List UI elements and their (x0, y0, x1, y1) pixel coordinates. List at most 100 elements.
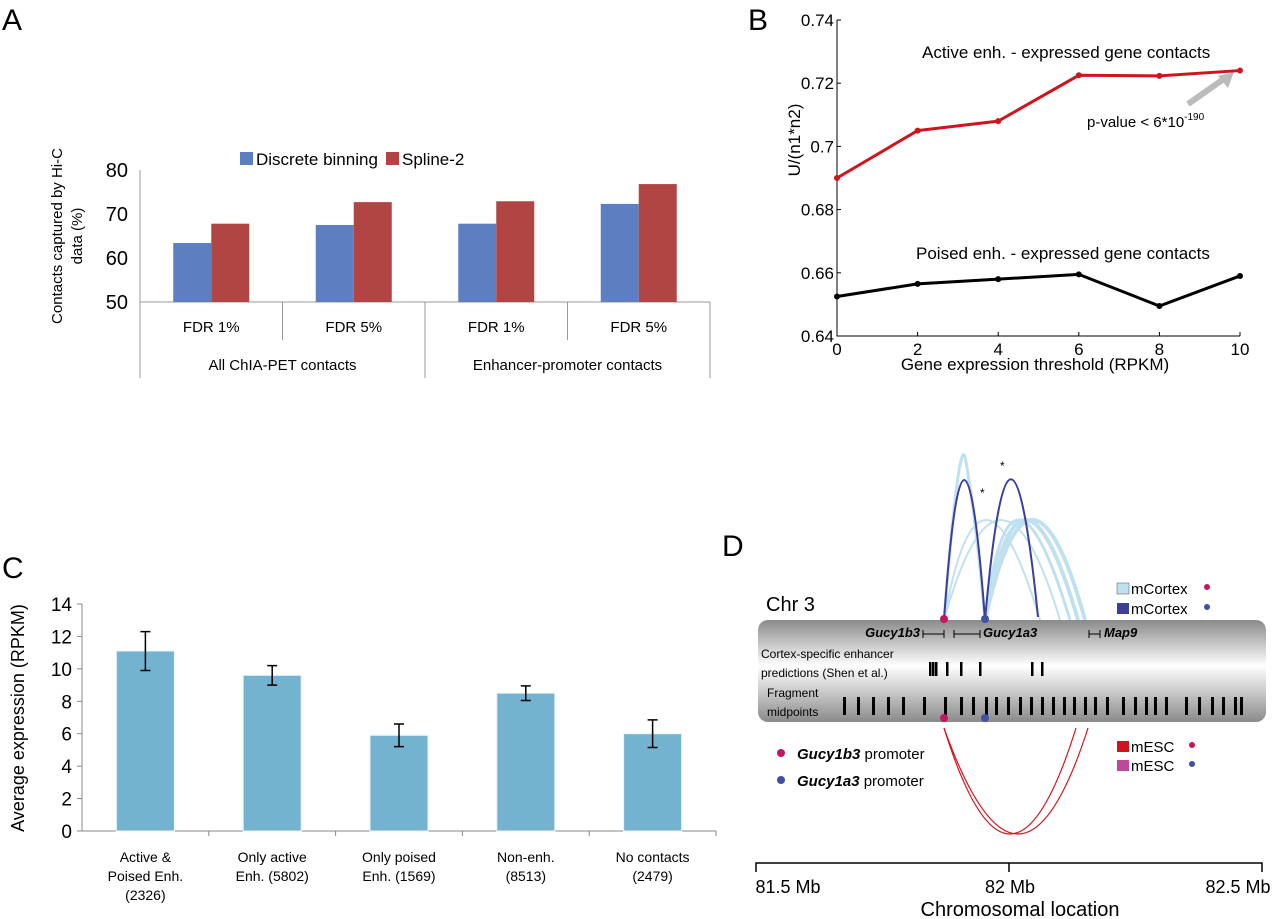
fragment-mark (1185, 697, 1188, 715)
legend-label-mcortex-2: mCortex (1131, 601, 1188, 618)
gucy1b3-promoter-icon (1204, 584, 1210, 590)
y-tick-label: 0.64 (801, 327, 834, 346)
fragment-mark (985, 697, 988, 715)
chromosome-label: Chr 3 (766, 594, 815, 616)
y-tick-label: 60 (106, 248, 128, 270)
data-point (1075, 72, 1082, 79)
fragment-mark (1094, 697, 1097, 715)
bar-discrete (600, 203, 639, 302)
error-bar (520, 685, 531, 702)
y-tick-label: 14 (51, 595, 73, 616)
gucy1b3-promoter-icon (1189, 742, 1195, 748)
fragment-mark (1030, 697, 1033, 715)
track-label-enhancers-1: Cortex-specific enhancer (761, 647, 894, 661)
asterisk-marker: * (1000, 459, 1005, 473)
series-label-active: Active enh. - expressed gene contacts (922, 43, 1210, 62)
fragment-mark (1052, 697, 1055, 715)
data-point (995, 118, 1002, 125)
series-label-poised: Poised enh. - expressed gene contacts (916, 244, 1210, 263)
panel-label-d: D (722, 530, 744, 563)
y-tick-label: 0 (61, 822, 72, 843)
y-tick-label: 80 (106, 160, 128, 182)
fragment-marks (843, 697, 1243, 715)
x-tick-label: Only poised (362, 849, 436, 865)
bar-spline (353, 202, 392, 302)
y-tick-label: 0.72 (801, 74, 834, 93)
x-tick-label: (8513) (506, 868, 546, 884)
x-tick-label: FDR 5% (610, 319, 667, 336)
y-tick-label: 70 (106, 204, 128, 226)
y-axis-label: Average expression (RPKM) (8, 604, 28, 832)
bar-spline (638, 184, 677, 302)
fragment-mark (960, 697, 963, 715)
x-tick-label: FDR 1% (468, 319, 525, 336)
panel-label-a: A (2, 4, 22, 37)
legend-label-discrete: Discrete binning (256, 150, 378, 169)
panel-a-chart: Discrete binning Spline-2 Contacts captu… (49, 148, 711, 378)
bar (242, 674, 302, 832)
y-tick-label: 8 (61, 692, 72, 713)
arrow-head-icon (1218, 72, 1234, 88)
fragment-mark (995, 697, 998, 715)
fragment-mark (887, 697, 890, 715)
fragment-mark (1134, 697, 1137, 715)
fragment-mark (843, 697, 846, 715)
fragment-mark (1198, 697, 1201, 715)
bar-spline (211, 223, 250, 302)
fragment-mark (1041, 697, 1044, 715)
y-tick-label: 0.74 (801, 11, 834, 30)
x-tick-label: 4 (993, 340, 1002, 359)
legend-swatch-mcortex-1 (1116, 582, 1130, 595)
y-tick-label: 0.7 (810, 137, 834, 156)
series-line-active (836, 69, 1241, 180)
gene-label-gucy1b3: Gucy1b3 (865, 625, 921, 640)
data-point (995, 276, 1002, 283)
y-tick-label: 50 (106, 292, 128, 314)
enhancer-marks (929, 662, 1044, 676)
x-tick-label: FDR 1% (183, 319, 240, 336)
enhancer-mark (979, 662, 982, 676)
fragment-mark (857, 697, 860, 715)
x-axis-label: Gene expression threshold (RPKM) (901, 355, 1169, 374)
error-bar (140, 630, 151, 672)
x-tick-label: 0 (832, 340, 841, 359)
data-point (914, 280, 921, 287)
x-tick-label: Only active (238, 849, 307, 865)
y-axis-label-line2: data (%) (69, 208, 86, 265)
data-point (1237, 67, 1243, 74)
gene-label-map9: Map9 (1104, 625, 1138, 640)
promoter-legend-gucy1b3: Gucy1b3 promoter (797, 746, 925, 763)
series-line-poised (836, 272, 1241, 308)
x-tick-label: (2326) (125, 887, 165, 903)
x-tick-label: 2 (913, 340, 922, 359)
x-tick-label: No contacts (616, 849, 690, 865)
gucy1a3-promoter-icon (1204, 604, 1210, 610)
enhancer-mark (1031, 662, 1034, 676)
track-label-enhancers-2: predictions (Shen et al.) (761, 666, 888, 680)
x-tick-label: 8 (1155, 340, 1164, 359)
gucy1a3-promoter-icon (981, 714, 989, 722)
bar-discrete (173, 243, 212, 302)
p-value-annotation: p-value < 6*10-190 (1087, 112, 1205, 131)
track-label-fragments-1: Fragment (767, 686, 819, 700)
panel-d-diagram: * * Chr 3 Gucy1b3 Gucy1a3 Map9 Cortex-sp… (755, 453, 1271, 919)
asterisk-marker: * (980, 486, 985, 500)
gucy1b3-promoter-icon (777, 749, 785, 757)
gucy1a3-promoter-icon (777, 776, 785, 784)
fragment-mark (1240, 697, 1243, 715)
y-tick-label: 6 (61, 725, 72, 746)
fragment-mark (872, 697, 875, 715)
legend-swatch-mesc-2 (1117, 760, 1129, 771)
legend-label-mesc-2: mESC (1131, 758, 1175, 775)
legend-swatch-mesc-1 (1117, 741, 1129, 752)
gucy1b3-promoter-icon (940, 714, 948, 722)
panel-c-chart: Average expression (RPKM) 0 2 4 6 8 10 12 14 Act… (8, 595, 717, 903)
fragment-mark (1073, 697, 1076, 715)
legend-label-spline: Spline-2 (402, 150, 464, 169)
fragment-mark (1063, 697, 1066, 715)
arrow-icon (1186, 73, 1230, 107)
axis-tick-label: 82 Mb (985, 877, 1035, 897)
fragment-mark (972, 697, 975, 715)
fragment-mark (1165, 697, 1168, 715)
